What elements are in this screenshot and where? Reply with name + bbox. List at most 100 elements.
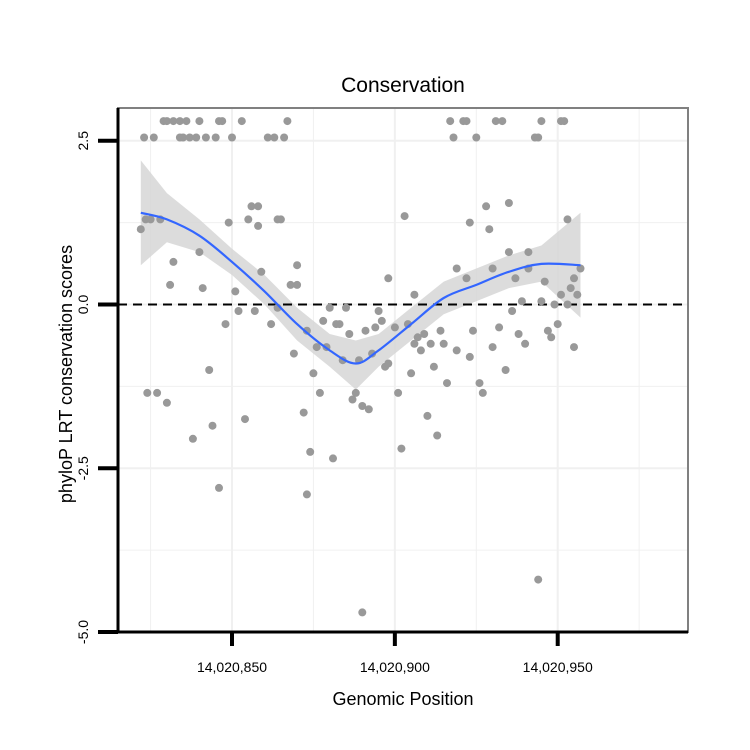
data-point (508, 307, 517, 315)
data-point (550, 300, 559, 309)
data-point (426, 339, 435, 348)
data-point (254, 221, 263, 230)
data-point (374, 307, 383, 315)
data-point (495, 323, 504, 332)
data-point (397, 444, 406, 453)
data-point (192, 133, 201, 142)
data-point (413, 333, 422, 342)
data-point (443, 379, 451, 388)
data-point (276, 215, 285, 224)
data-point (289, 349, 298, 358)
data-point (309, 369, 318, 378)
data-point (462, 117, 471, 126)
data-point (540, 277, 549, 286)
data-point (231, 287, 240, 296)
data-point (547, 333, 556, 342)
data-point (504, 199, 513, 207)
data-point (465, 352, 474, 361)
data-point (149, 133, 158, 142)
x-tick-label: 14,020,900 (360, 659, 430, 675)
data-point (371, 323, 380, 332)
data-point (573, 290, 582, 299)
data-point (351, 388, 360, 397)
confidence-ribbon (140, 160, 581, 390)
data-point (136, 225, 145, 234)
data-point (534, 133, 543, 142)
data-point (348, 395, 357, 404)
data-point (452, 264, 461, 273)
data-point (560, 117, 569, 126)
data-point (416, 346, 425, 355)
data-point (162, 117, 171, 126)
data-point (521, 339, 530, 348)
data-point (534, 575, 543, 584)
data-point (553, 320, 562, 329)
data-point (400, 212, 409, 221)
data-point (312, 343, 321, 352)
data-point (241, 415, 249, 424)
data-point (452, 346, 461, 355)
data-point (410, 290, 419, 299)
data-point (283, 117, 292, 126)
data-point (439, 339, 448, 348)
data-point (302, 326, 311, 335)
data-point (504, 248, 513, 257)
panel-border (117, 107, 689, 633)
x-axis-label: Genomic Position (332, 689, 473, 709)
data-point (566, 284, 575, 293)
data-point (517, 297, 526, 306)
data-point (215, 483, 223, 492)
y-tick-label: -2.5 (75, 456, 91, 480)
data-point (390, 323, 399, 332)
data-point (478, 388, 487, 397)
data-point (299, 408, 308, 417)
data-point (384, 359, 393, 368)
data-point (325, 303, 334, 312)
data-point (433, 431, 442, 440)
data-point (384, 274, 393, 283)
data-point (485, 225, 494, 234)
data-point (257, 267, 266, 276)
data-point (537, 297, 546, 306)
smooth-curve (140, 211, 581, 365)
data-point (514, 330, 523, 338)
data-point (429, 362, 438, 371)
data-point (146, 215, 155, 224)
data-point (482, 202, 491, 211)
data-point (557, 290, 565, 299)
data-point (469, 326, 477, 335)
data-point (524, 248, 533, 257)
data-point (188, 434, 197, 443)
data-point (335, 320, 344, 329)
data-point (286, 280, 295, 289)
data-point (465, 218, 474, 227)
data-point (423, 411, 432, 420)
data-point (306, 447, 315, 456)
data-point (319, 316, 328, 325)
data-point (329, 454, 337, 463)
data-point (410, 339, 419, 348)
data-point (361, 326, 370, 335)
x-tick-label: 14,020,850 (197, 659, 267, 675)
data-point (162, 398, 171, 407)
data-point (436, 326, 445, 335)
data-point (185, 133, 194, 142)
data-point (250, 307, 259, 315)
data-point (228, 133, 236, 142)
data-point (205, 366, 214, 374)
data-point (364, 405, 373, 414)
data-point (293, 280, 302, 289)
data-point (153, 388, 162, 397)
data-point (195, 248, 204, 257)
data-points (136, 117, 585, 617)
data-point (169, 257, 178, 266)
data-point (143, 388, 152, 397)
data-point (345, 330, 354, 338)
data-point (211, 133, 220, 142)
data-point (488, 264, 497, 273)
data-point (472, 133, 481, 142)
data-point (462, 274, 471, 283)
data-point (407, 369, 416, 378)
data-point (254, 202, 263, 211)
y-tick-label: -5.0 (75, 620, 91, 644)
